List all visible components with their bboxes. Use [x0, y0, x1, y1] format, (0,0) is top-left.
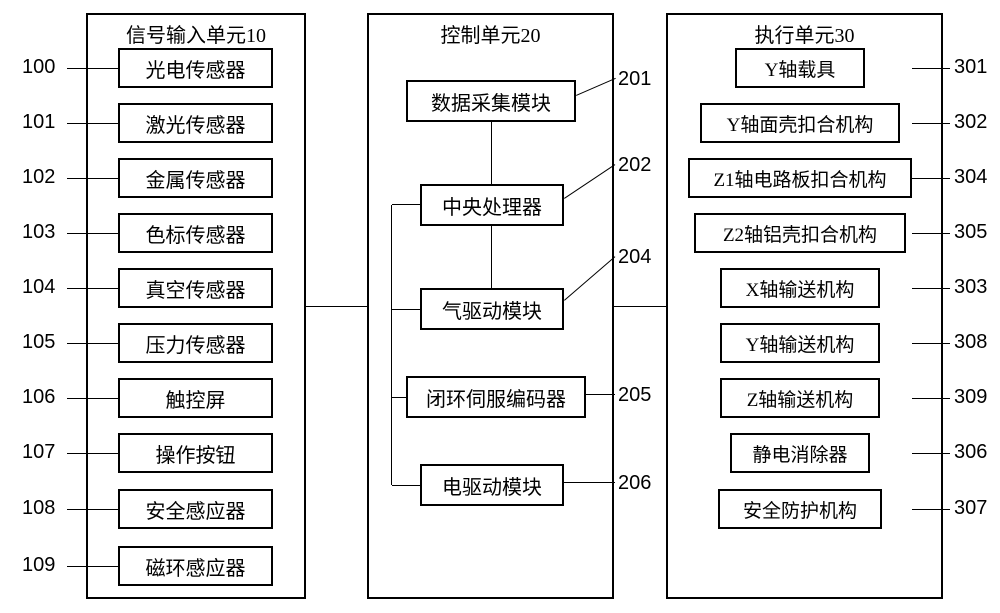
exec-box-5: Y轴输送机构 [720, 323, 880, 363]
input-callout-9: 109 [22, 554, 55, 577]
exec-box-2: Z1轴电路板扣合机构 [688, 158, 912, 198]
exec-box-8: 安全防护机构 [718, 489, 882, 529]
exec-callout-8: 307 [954, 497, 987, 520]
input-box-4: 真空传感器 [118, 268, 273, 308]
input-box-1: 激光传感器 [118, 103, 273, 143]
input-callout-3: 103 [22, 221, 55, 244]
exec-box-0: Y轴载具 [735, 48, 865, 88]
exec-callout-3: 305 [954, 221, 987, 244]
exec-callout-2: 304 [954, 166, 987, 189]
input-callout-6: 106 [22, 386, 55, 409]
conn-input-ctrl [306, 306, 367, 307]
input-box-7: 操作按钮 [118, 433, 273, 473]
input-callout-5: 105 [22, 331, 55, 354]
exec-box-4: X轴输送机构 [720, 268, 880, 308]
input-box-9: 磁环感应器 [118, 546, 273, 586]
input-callout-4: 104 [22, 276, 55, 299]
diagram-canvas: 信号输入单元10 控制单元20 执行单元30 光电传感器 100 激光传感器 101 金… [0, 0, 1000, 613]
input-callout-2: 102 [22, 166, 55, 189]
input-box-8: 安全感应器 [118, 489, 273, 529]
exec-box-1: Y轴面壳扣合机构 [700, 103, 900, 143]
exec-callout-1: 302 [954, 111, 987, 134]
exec-box-3: Z2轴铝壳扣合机构 [694, 213, 906, 253]
input-callout-0: 100 [22, 56, 55, 79]
input-box-3: 色标传感器 [118, 213, 273, 253]
unit-exec-title: 执行单元30 [668, 15, 941, 48]
ctrl-box-0: 数据采集模块 [406, 80, 576, 122]
exec-callout-5: 308 [954, 331, 987, 354]
input-box-2: 金属传感器 [118, 158, 273, 198]
input-callout-1: 101 [22, 111, 55, 134]
input-box-0: 光电传感器 [118, 48, 273, 88]
ctrl-callout-2: 204 [618, 246, 651, 269]
ctrl-callout-3: 205 [618, 384, 651, 407]
exec-box-6: Z轴输送机构 [720, 378, 880, 418]
exec-callout-4: 303 [954, 276, 987, 299]
ctrl-callout-1: 202 [618, 154, 651, 177]
input-callout-8: 108 [22, 497, 55, 520]
exec-callout-6: 309 [954, 386, 987, 409]
ctrl-box-2: 气驱动模块 [420, 288, 564, 330]
input-box-6: 触控屏 [118, 378, 273, 418]
unit-input-title: 信号输入单元10 [88, 15, 304, 48]
exec-callout-0: 301 [954, 56, 987, 79]
input-callout-7: 107 [22, 441, 55, 464]
unit-ctrl-title: 控制单元20 [369, 15, 612, 48]
ctrl-box-1: 中央处理器 [420, 184, 564, 226]
ctrl-callout-4: 206 [618, 472, 651, 495]
exec-box-7: 静电消除器 [730, 433, 870, 473]
ctrl-box-4: 电驱动模块 [420, 464, 564, 506]
input-box-5: 压力传感器 [118, 323, 273, 363]
exec-callout-7: 306 [954, 441, 987, 464]
ctrl-callout-0: 201 [618, 68, 651, 91]
conn-ctrl-exec [614, 306, 666, 307]
ctrl-box-3: 闭环伺服编码器 [406, 376, 586, 418]
